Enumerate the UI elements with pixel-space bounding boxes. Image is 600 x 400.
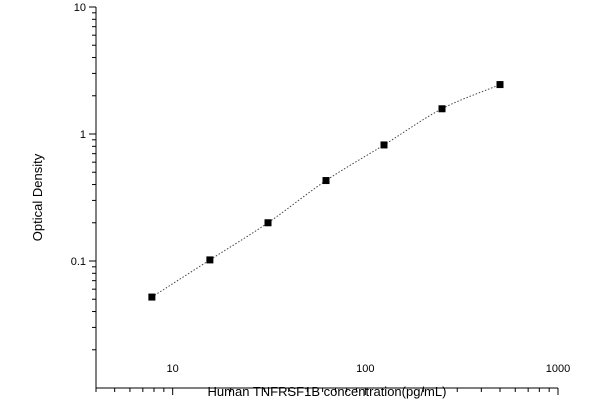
data-point	[206, 256, 214, 264]
y-tick-label: 1	[80, 129, 86, 141]
data-point	[438, 105, 446, 113]
y-tick-label: 10	[74, 2, 86, 14]
x-tick-label: 10	[167, 363, 179, 375]
data-point	[148, 293, 156, 301]
data-point	[380, 141, 388, 149]
y-axis-title: Optical Density	[30, 153, 45, 241]
data-point	[264, 219, 272, 227]
y-tick-label: 0.1	[71, 256, 86, 268]
data-points-layer	[148, 81, 504, 301]
x-axis-title: Human TNFRSF1B concentration(pg/mL)	[208, 384, 447, 399]
data-point	[322, 177, 330, 185]
x-tick-label: 100	[356, 363, 374, 375]
data-point	[496, 81, 504, 89]
axes: 10 100 1000 0.1 1 10	[71, 2, 570, 395]
x-tick-label: 1000	[546, 363, 570, 375]
